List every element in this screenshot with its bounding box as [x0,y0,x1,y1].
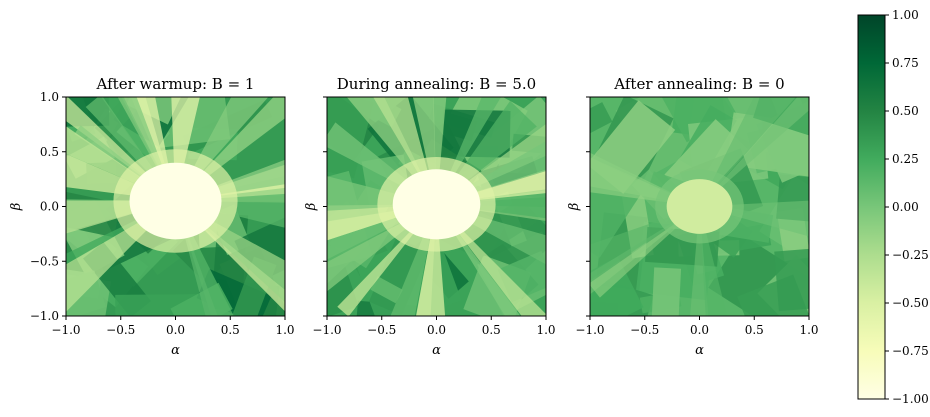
heatmap-ray [412,97,437,205]
x-tick-label: 0.5 [745,323,764,337]
heatmap-ray [327,204,437,241]
colorbar-tick-label: 0.00 [892,200,919,214]
heatmap-field [327,97,546,316]
heatmap-panel-1: After warmup: B = 1 −1.0 −0.5 0.0 0.5 1.0 −1.0… [9,75,295,358]
heatmap-field [590,97,809,316]
y-axis-label: β [304,203,319,212]
colorbar-tick-label: −1.00 [892,392,929,406]
heatmap-patch [370,276,403,304]
panel-title: During annealing: B = 5.0 [337,75,536,93]
colorbar-tick-label: 0.50 [892,104,919,118]
y-tick-label: −0.5 [30,254,59,268]
x-tick-label: −1.0 [51,323,80,337]
center-blob [666,179,733,234]
heatmap-panels: After warmup: B = 1 −1.0 −0.5 0.0 0.5 1.0 −1.0… [9,75,819,358]
x-tick-label: −0.5 [630,323,659,337]
heatmap-field [66,97,285,316]
y-tick-label: 0.0 [40,200,59,214]
y-tick-label: 1.0 [40,90,59,104]
x-axis-label: α [432,343,441,358]
heatmap-patch [590,102,613,139]
heatmap-ray [175,201,234,316]
x-tick-label: 1.0 [536,323,555,337]
colorbar-rect [857,14,886,400]
x-tick-label: 0.0 [166,323,185,337]
heatmap-panel-3: After annealing: B = 0 −1.0 −0.5 0.0 0.5 1.0 α… [567,75,819,358]
colorbar-tick-label: −0.50 [892,296,929,310]
x-tick-label: 0.0 [427,323,446,337]
heatmap-ray [436,123,546,205]
colorbar-tick-label: −0.75 [892,344,929,358]
colorbar-tick-label: 0.25 [892,152,919,166]
heatmap-panel-2: During annealing: B = 5.0 −1.0 −0.5 0.0 0.5 1… [304,75,556,358]
colorbar-tick-label: 1.00 [892,8,919,22]
x-tick-label: 0.0 [690,323,709,337]
x-tick-label: 0.5 [221,323,240,337]
y-axis-label: β [567,203,582,212]
heatmap-ray [346,97,437,205]
x-axis-label: α [171,343,180,358]
colorbar: 1.00 0.75 0.50 0.25 0.00 −0.25 −0.50 −0.75 −1.00 [857,8,929,406]
x-tick-label: 1.0 [799,323,818,337]
colorbar-tick-label: −0.25 [892,248,929,262]
y-tick-label: 0.5 [40,145,59,159]
x-tick-label: 1.0 [275,323,294,337]
heatmap-patch [774,247,809,312]
y-tick-label: −1.0 [30,309,59,323]
heatmap-ray [117,97,176,202]
y-axis-label: β [9,203,24,212]
heatmap-patch [651,267,682,316]
colorbar-tick-label: 0.75 [892,56,919,70]
panel-title: After warmup: B = 1 [96,75,255,93]
heatmap-ray [690,206,709,316]
x-tick-label: −1.0 [575,323,604,337]
center-blob [392,169,481,240]
x-tick-label: 0.5 [482,323,501,337]
x-tick-label: −0.5 [106,323,135,337]
x-axis-label: α [695,343,704,358]
panel-title: After annealing: B = 0 [613,75,784,93]
colorbar-ticks: 1.00 0.75 0.50 0.25 0.00 −0.25 −0.50 −0.75 −1.00 [885,8,929,406]
x-tick-label: −1.0 [312,323,341,337]
center-blob [129,162,222,240]
x-tick-label: −0.5 [367,323,396,337]
